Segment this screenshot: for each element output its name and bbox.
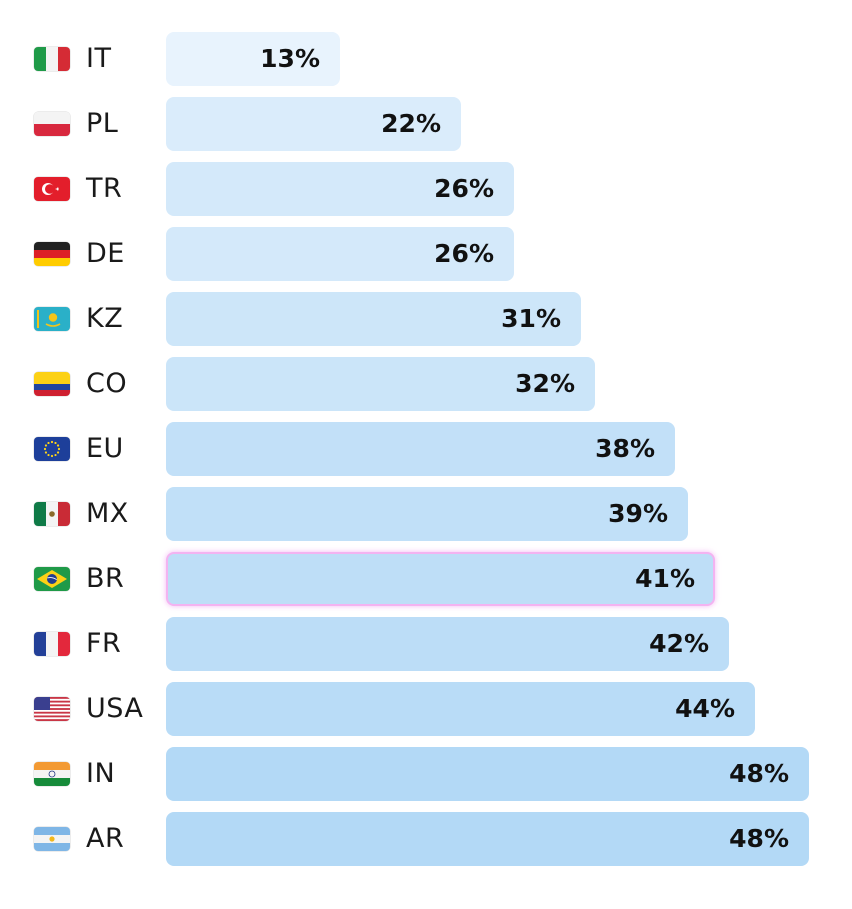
italy-flag-icon <box>34 47 70 71</box>
data-label: 13% <box>260 44 320 73</box>
turkey-flag-icon <box>34 177 70 201</box>
india-flag-icon <box>34 762 70 786</box>
data-label: 31% <box>501 304 561 333</box>
bar-eu: 38% <box>166 422 675 476</box>
category-label: BR <box>86 563 125 594</box>
kazakhstan-flag-icon <box>34 307 70 331</box>
category-label: TR <box>86 173 123 204</box>
data-label: 26% <box>434 239 494 268</box>
data-label: 38% <box>595 434 655 463</box>
france-flag-icon <box>34 632 70 656</box>
category-label: FR <box>86 628 122 659</box>
germany-flag-icon <box>34 242 70 266</box>
colombia-flag-icon <box>34 372 70 396</box>
data-label: 32% <box>515 369 575 398</box>
eu-flag-icon <box>34 437 70 461</box>
bar-row-it: IT 13% <box>0 32 852 86</box>
bar-row-pl: PL 22% <box>0 97 852 151</box>
bar-row-ar: AR 48% <box>0 812 852 866</box>
bar-co: 32% <box>166 357 595 411</box>
category-label: AR <box>86 823 125 854</box>
bar-row-br: BR 41% <box>0 552 852 606</box>
bar-row-tr: TR 26% <box>0 162 852 216</box>
bar-kz: 31% <box>166 292 581 346</box>
bar-it: 13% <box>166 32 340 86</box>
data-label: 26% <box>434 174 494 203</box>
bar-row-kz: KZ 31% <box>0 292 852 346</box>
category-label: IN <box>86 758 116 789</box>
argentina-flag-icon <box>34 827 70 851</box>
usa-flag-icon <box>34 697 70 721</box>
bar-row-usa: USA 44% <box>0 682 852 736</box>
bar-tr: 26% <box>166 162 514 216</box>
bar-in: 48% <box>166 747 809 801</box>
bar-usa: 44% <box>166 682 755 736</box>
data-label: 48% <box>729 759 789 788</box>
data-label: 41% <box>635 564 695 593</box>
bar-row-co: CO 32% <box>0 357 852 411</box>
brazil-flag-icon <box>34 567 70 591</box>
category-label: IT <box>86 43 112 74</box>
category-label: KZ <box>86 303 124 334</box>
category-label: CO <box>86 368 128 399</box>
bar-row-fr: FR 42% <box>0 617 852 671</box>
data-label: 42% <box>649 629 709 658</box>
bar-ar: 48% <box>166 812 809 866</box>
category-label: DE <box>86 238 125 269</box>
data-label: 48% <box>729 824 789 853</box>
bar-de: 26% <box>166 227 514 281</box>
data-label: 22% <box>381 109 441 138</box>
bar-row-de: DE 26% <box>0 227 852 281</box>
bar-br: 41% <box>166 552 715 606</box>
category-label: MX <box>86 498 129 529</box>
mexico-flag-icon <box>34 502 70 526</box>
data-label: 39% <box>608 499 668 528</box>
category-label: EU <box>86 433 124 464</box>
category-label: USA <box>86 693 144 724</box>
data-label: 44% <box>675 694 735 723</box>
bar-fr: 42% <box>166 617 729 671</box>
bar-pl: 22% <box>166 97 461 151</box>
bar-row-eu: EU 38% <box>0 422 852 476</box>
bar-row-in: IN 48% <box>0 747 852 801</box>
category-label: PL <box>86 108 119 139</box>
bar-row-mx: MX 39% <box>0 487 852 541</box>
bar-mx: 39% <box>166 487 688 541</box>
poland-flag-icon <box>34 112 70 136</box>
